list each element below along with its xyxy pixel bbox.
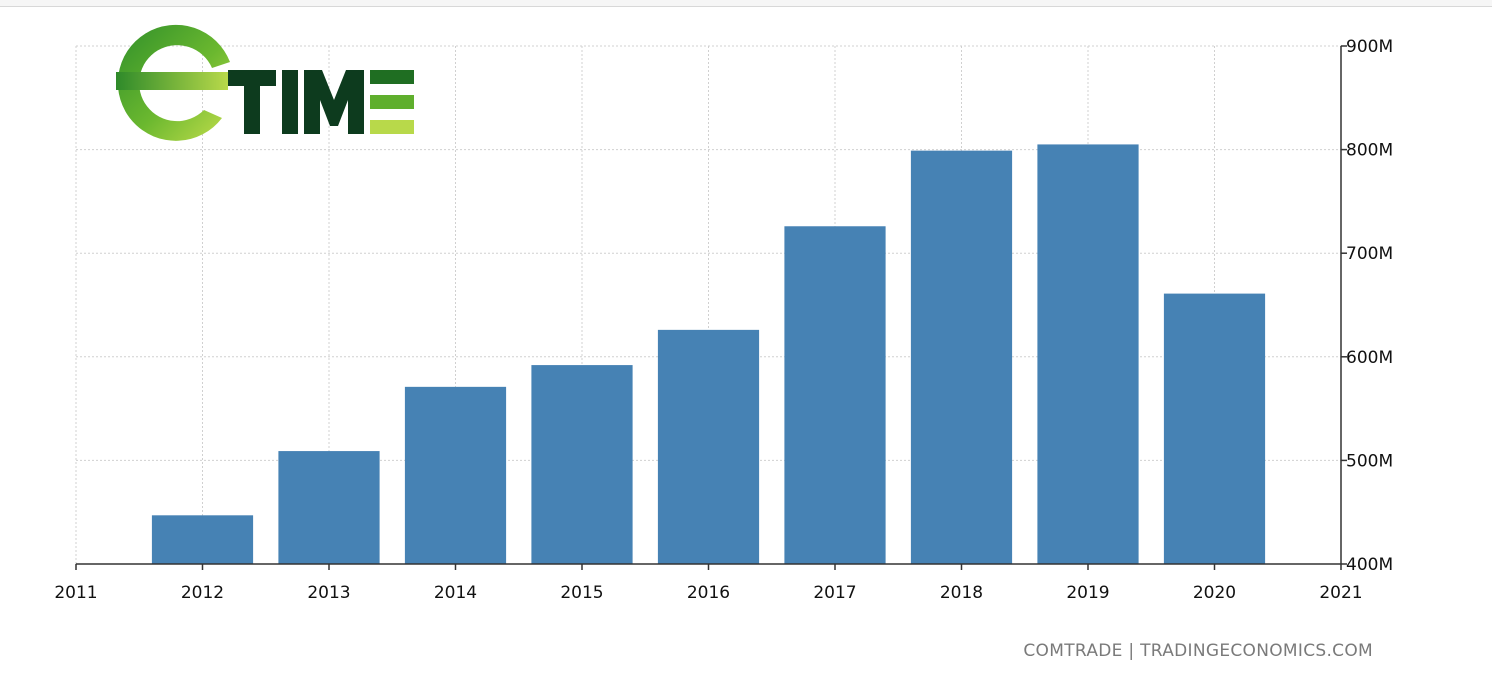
bar-2020 bbox=[1163, 293, 1266, 564]
bar-2013 bbox=[278, 451, 380, 564]
x-tick-label-9: 2020 bbox=[1193, 583, 1236, 603]
bar-2015 bbox=[531, 365, 633, 564]
x-tick-label-3: 2014 bbox=[434, 583, 477, 603]
axes bbox=[75, 45, 1347, 570]
y-tick-label-1: 500M bbox=[1346, 451, 1393, 471]
x-tick-label-2: 2013 bbox=[307, 583, 350, 603]
y-tick-label-3: 700M bbox=[1346, 244, 1393, 264]
x-tick-label-5: 2016 bbox=[687, 583, 730, 603]
bar-2016 bbox=[657, 329, 760, 564]
top-border bbox=[0, 0, 1492, 7]
x-tick-label-4: 2015 bbox=[560, 583, 603, 603]
x-tick-label-1: 2012 bbox=[181, 583, 224, 603]
tick-labels: 400M 500M 600M 700M 800M 900M 2011 2012 2013 2014… bbox=[54, 37, 1393, 603]
y-tick-label-5: 900M bbox=[1346, 37, 1393, 57]
y-tick-label-0: 400M bbox=[1346, 555, 1393, 575]
bar-2017 bbox=[784, 226, 886, 564]
bar-2014 bbox=[404, 386, 507, 564]
logo-e-ring bbox=[117, 24, 230, 141]
etime-logo bbox=[116, 24, 414, 141]
x-tick-label-7: 2018 bbox=[940, 583, 983, 603]
x-tick-label-8: 2019 bbox=[1066, 583, 1109, 603]
bar-2019 bbox=[1037, 144, 1139, 565]
bar-2018 bbox=[910, 150, 1013, 565]
logo-e-bar bbox=[116, 72, 228, 90]
bar-2012 bbox=[151, 515, 254, 564]
x-tick-label-10: 2021 bbox=[1319, 583, 1362, 603]
source-credit: COMTRADE | TRADINGECONOMICS.COM bbox=[1023, 641, 1373, 661]
x-tick-label-6: 2017 bbox=[813, 583, 856, 603]
x-tick-label-0: 2011 bbox=[54, 583, 97, 603]
y-tick-label-2: 600M bbox=[1346, 348, 1393, 368]
y-tick-label-4: 800M bbox=[1346, 141, 1393, 161]
bars bbox=[151, 144, 1266, 565]
